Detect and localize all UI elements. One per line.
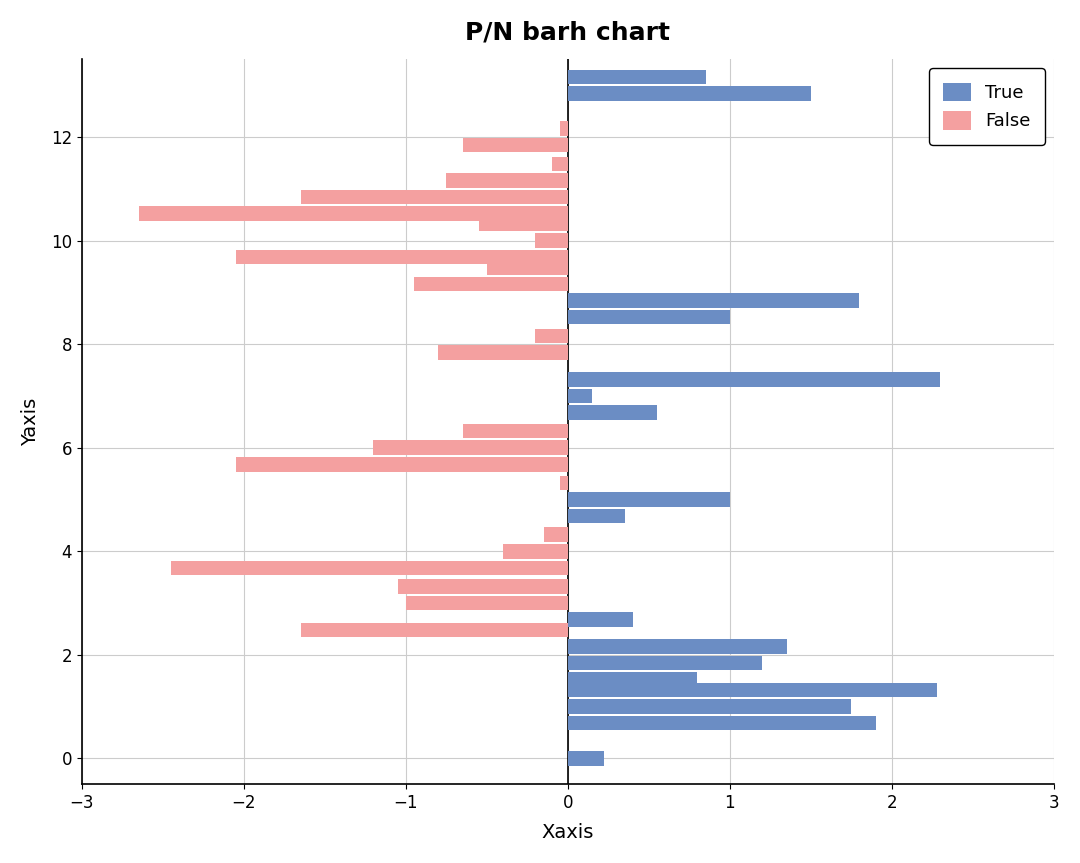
Bar	[568, 656, 762, 671]
Bar	[438, 345, 568, 360]
Bar	[300, 190, 568, 205]
Y-axis label: Yaxis: Yaxis	[21, 398, 40, 446]
Bar	[543, 527, 568, 542]
Bar	[552, 157, 568, 171]
Bar	[568, 613, 633, 627]
Bar	[559, 476, 568, 490]
Bar	[406, 595, 568, 610]
Bar	[568, 683, 937, 697]
Bar	[374, 440, 568, 455]
Bar	[559, 122, 568, 136]
Bar	[568, 716, 876, 730]
Bar	[446, 173, 568, 188]
Bar	[568, 372, 941, 387]
Bar	[568, 699, 851, 714]
Bar	[568, 672, 698, 687]
Bar	[235, 457, 568, 471]
Bar	[138, 206, 568, 221]
Title: P/N barh chart: P/N barh chart	[465, 21, 671, 45]
Bar	[568, 492, 730, 507]
Bar	[397, 579, 568, 594]
Bar	[487, 261, 568, 274]
Bar	[462, 424, 568, 438]
Bar	[568, 388, 592, 403]
Bar	[171, 561, 568, 575]
Bar	[478, 217, 568, 231]
Bar	[536, 329, 568, 343]
Bar	[536, 233, 568, 248]
Bar	[568, 406, 657, 419]
Bar	[235, 250, 568, 264]
Bar	[568, 70, 705, 84]
X-axis label: Xaxis: Xaxis	[542, 823, 594, 842]
Bar	[568, 639, 786, 654]
Bar	[568, 310, 730, 324]
Bar	[414, 277, 568, 292]
Legend: True, False: True, False	[929, 68, 1044, 145]
Bar	[568, 509, 624, 523]
Bar	[300, 623, 568, 637]
Bar	[462, 138, 568, 153]
Bar	[568, 751, 604, 765]
Bar	[568, 86, 811, 101]
Bar	[503, 544, 568, 558]
Bar	[568, 293, 860, 308]
